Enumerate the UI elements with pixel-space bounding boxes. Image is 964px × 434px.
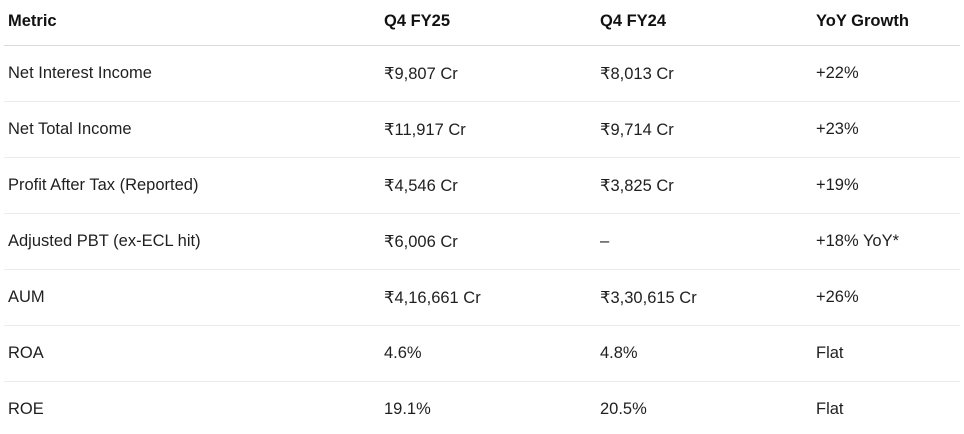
cell-q4-fy25: ₹4,546 Cr bbox=[380, 157, 596, 214]
cell-q4-fy24: ₹8,013 Cr bbox=[596, 45, 812, 102]
table-row: ROE 19.1% 20.5% Flat bbox=[4, 382, 960, 434]
cell-metric: AUM bbox=[4, 269, 380, 326]
cell-yoy-growth: +18% YoY* bbox=[812, 213, 960, 270]
cell-yoy-growth: +26% bbox=[812, 269, 960, 326]
cell-q4-fy25: ₹6,006 Cr bbox=[380, 213, 596, 270]
cell-q4-fy24: ₹9,714 Cr bbox=[596, 101, 812, 158]
header-row: Metric Q4 FY25 Q4 FY24 YoY Growth bbox=[4, 0, 960, 46]
cell-metric: Net Total Income bbox=[4, 101, 380, 158]
cell-metric: ROA bbox=[4, 325, 380, 382]
header-q4-fy25: Q4 FY25 bbox=[380, 0, 596, 46]
table-body: Net Interest Income ₹9,807 Cr ₹8,013 Cr … bbox=[4, 45, 960, 434]
cell-q4-fy24: – bbox=[596, 213, 812, 270]
cell-q4-fy25: ₹9,807 Cr bbox=[380, 45, 596, 102]
cell-metric: Profit After Tax (Reported) bbox=[4, 157, 380, 214]
financial-metrics-table: Metric Q4 FY25 Q4 FY24 YoY Growth Net In… bbox=[4, 0, 960, 434]
table-row: AUM ₹4,16,661 Cr ₹3,30,615 Cr +26% bbox=[4, 269, 960, 326]
cell-q4-fy24: ₹3,30,615 Cr bbox=[596, 269, 812, 326]
cell-metric: ROE bbox=[8, 400, 44, 418]
cell-q4-fy25: ₹4,16,661 Cr bbox=[380, 269, 596, 326]
cell-q4-fy24: 20.5% bbox=[600, 400, 647, 418]
cell-yoy-growth: Flat bbox=[816, 400, 844, 418]
table-row: Net Total Income ₹11,917 Cr ₹9,714 Cr +2… bbox=[4, 101, 960, 158]
cell-q4-fy24: 4.8% bbox=[596, 325, 812, 382]
cell-yoy-growth: +23% bbox=[812, 101, 960, 158]
cell-yoy-growth: +19% bbox=[812, 157, 960, 214]
table-row: ROA 4.6% 4.8% Flat bbox=[4, 325, 960, 382]
header-yoy-growth: YoY Growth bbox=[812, 0, 960, 46]
cell-yoy-growth: +22% bbox=[812, 45, 960, 102]
cell-q4-fy24: ₹3,825 Cr bbox=[596, 157, 812, 214]
cell-yoy-growth: Flat bbox=[812, 325, 960, 382]
table-row: Adjusted PBT (ex-ECL hit) ₹6,006 Cr – +1… bbox=[4, 213, 960, 270]
table-header: Metric Q4 FY25 Q4 FY24 YoY Growth bbox=[4, 0, 960, 46]
cell-q4-fy25: 19.1% bbox=[384, 400, 431, 418]
header-q4-fy24: Q4 FY24 bbox=[596, 0, 812, 46]
table-row: Net Interest Income ₹9,807 Cr ₹8,013 Cr … bbox=[4, 45, 960, 102]
header-metric: Metric bbox=[4, 0, 380, 46]
cell-metric: Net Interest Income bbox=[4, 45, 380, 102]
table-row: Profit After Tax (Reported) ₹4,546 Cr ₹3… bbox=[4, 157, 960, 214]
cell-metric: Adjusted PBT (ex-ECL hit) bbox=[4, 213, 380, 270]
cell-q4-fy25: ₹11,917 Cr bbox=[380, 101, 596, 158]
cell-q4-fy25: 4.6% bbox=[380, 325, 596, 382]
